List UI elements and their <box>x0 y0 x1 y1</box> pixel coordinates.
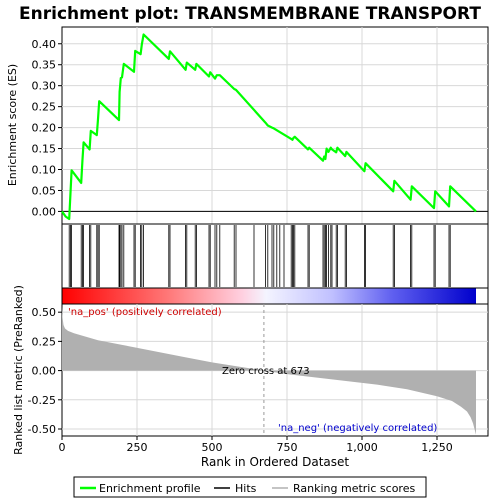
es-y-tick-label: 0.00 <box>32 205 57 218</box>
legend-label-ranking-metric: Ranking metric scores <box>293 482 415 495</box>
x-tick-label: 1,000 <box>346 441 378 454</box>
rank-color-bar <box>62 288 476 304</box>
metric-y-ticks: 0.50 0.25 0.00 -0.25 -0.50 <box>28 306 62 436</box>
legend-entry-ranking-metric: Ranking metric scores <box>272 482 415 495</box>
x-tick-label: 750 <box>277 441 298 454</box>
legend-entry-hits: Hits <box>214 482 257 495</box>
es-y-tick-label: 0.35 <box>32 59 57 72</box>
es-y-tick-label: 0.15 <box>32 143 57 156</box>
metric-y-tick-label: 0.50 <box>32 306 57 319</box>
metric-x-ticks: 0 250 500 750 1,000 1,250 <box>59 436 453 454</box>
hits-markers <box>68 225 451 287</box>
es-y-tick-label: 0.30 <box>32 80 57 93</box>
metric-y-axis-label: Ranked list metric (PreRanked) <box>12 285 25 455</box>
hits-panel-frame <box>61 223 489 289</box>
es-y-ticks: 0.00 0.05 0.10 0.15 0.20 0.25 0.30 0.35 0.40 <box>32 38 62 218</box>
legend-label-hits: Hits <box>235 482 257 495</box>
es-y-tick-label: 0.05 <box>32 184 57 197</box>
enrichment-profile-line <box>61 33 477 221</box>
chart-title: Enrichment plot: TRANSMEMBRANE TRANSPORT <box>19 4 481 24</box>
neg-correlated-label: 'na_neg' (negatively correlated) <box>278 423 437 434</box>
x-tick-label: 500 <box>202 441 223 454</box>
ranking-metric-area <box>62 306 476 435</box>
es-grid <box>62 27 488 224</box>
zero-cross-label: Zero cross at 673 <box>222 366 310 377</box>
legend-entry-enrichment-profile: Enrichment profile <box>80 482 201 495</box>
metric-grid <box>62 304 488 436</box>
es-y-tick-label: 0.20 <box>32 122 57 135</box>
metric-y-tick-label: -0.50 <box>28 423 56 436</box>
es-y-tick-label: 0.40 <box>32 38 57 51</box>
x-tick-label: 250 <box>127 441 148 454</box>
es-y-tick-label: 0.25 <box>32 101 57 114</box>
metric-y-tick-label: 0.00 <box>32 365 57 378</box>
metric-y-tick-label: 0.25 <box>32 335 57 348</box>
legend-label-enrichment-profile: Enrichment profile <box>99 482 201 495</box>
es-y-tick-label: 0.10 <box>32 164 57 177</box>
legend-box <box>73 476 427 498</box>
metric-y-tick-label: -0.25 <box>28 394 56 407</box>
x-tick-label: 1,250 <box>421 441 453 454</box>
x-axis-label: Rank in Ordered Dataset <box>201 455 349 469</box>
es-panel-frame <box>61 26 489 225</box>
pos-correlated-label: 'na_pos' (positively correlated) <box>68 307 222 318</box>
es-y-axis-label: Enrichment score (ES) <box>6 64 19 186</box>
x-tick-label: 0 <box>59 441 66 454</box>
